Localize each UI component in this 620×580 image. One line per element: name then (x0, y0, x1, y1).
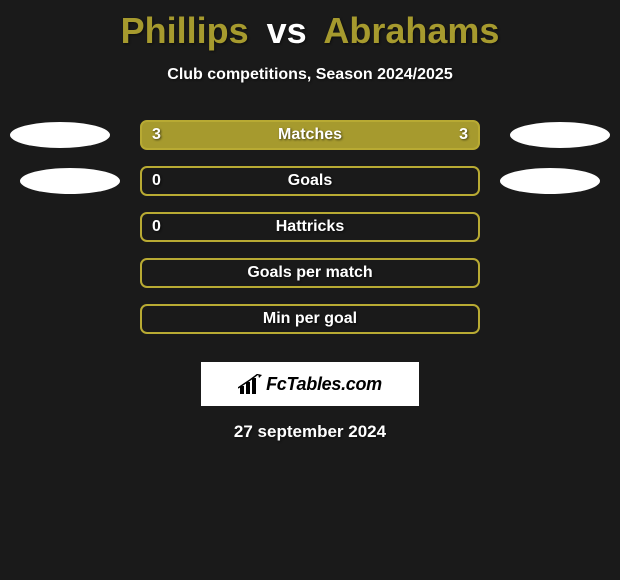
player2-name: Abrahams (323, 10, 499, 51)
stat-value-left: 3 (152, 126, 161, 144)
stat-row: Min per goal (0, 304, 620, 350)
stat-row: 0 Hattricks (0, 212, 620, 258)
stat-row: 0 Goals (0, 166, 620, 212)
chart-icon (238, 374, 262, 394)
stat-value-left: 0 (152, 172, 161, 190)
stat-bar: 0 Goals (140, 166, 480, 196)
date-text: 27 september 2024 (0, 422, 620, 442)
player2-marker (500, 168, 600, 194)
stat-bar: 0 Hattricks (140, 212, 480, 242)
stat-value-left: 0 (152, 218, 161, 236)
player1-marker (20, 168, 120, 194)
stat-bar: 3 Matches 3 (140, 120, 480, 150)
stat-value-right: 3 (459, 126, 468, 144)
stat-label: Matches (278, 126, 342, 144)
vs-text: vs (267, 10, 307, 51)
player1-marker (10, 122, 110, 148)
stat-label: Hattricks (276, 218, 344, 236)
stat-bar: Goals per match (140, 258, 480, 288)
stats-container: 3 Matches 3 0 Goals 0 Hattricks Goals per match… (0, 120, 620, 350)
brand-logo: FcTables.com (201, 362, 419, 406)
stat-label: Goals per match (247, 264, 372, 282)
subtitle: Club competitions, Season 2024/2025 (0, 66, 620, 84)
stat-row: Goals per match (0, 258, 620, 304)
stat-label: Min per goal (263, 310, 357, 328)
brand-text: FcTables.com (266, 374, 382, 395)
player1-name: Phillips (121, 10, 249, 51)
stat-label: Goals (288, 172, 332, 190)
comparison-title: Phillips vs Abrahams (0, 0, 620, 52)
brand-logo-inner: FcTables.com (238, 374, 382, 395)
player2-marker (510, 122, 610, 148)
stat-bar: Min per goal (140, 304, 480, 334)
stat-row: 3 Matches 3 (0, 120, 620, 166)
